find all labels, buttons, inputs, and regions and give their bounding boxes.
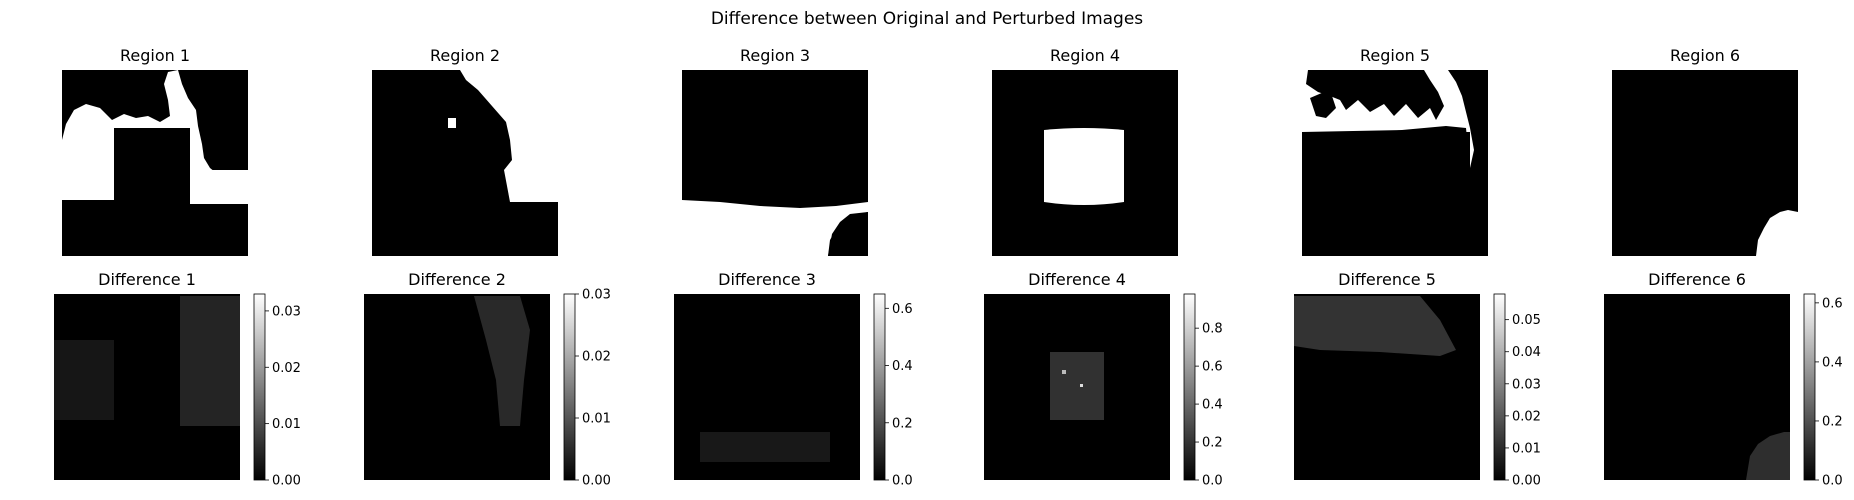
colorbar-1-tick-label: 0.01 bbox=[272, 417, 301, 432]
difference-1-panel: Difference 1 bbox=[54, 270, 240, 480]
region-2-mask-notch bbox=[448, 118, 456, 128]
difference-1-faint-area-2 bbox=[54, 340, 114, 420]
difference-3-faint-area bbox=[700, 432, 830, 462]
region-5-mask-hole bbox=[1310, 92, 1336, 118]
region-1-mask-box bbox=[114, 128, 190, 203]
region-5-title: Region 5 bbox=[1360, 46, 1430, 65]
colorbars: 0.00 0.01 0.02 0.03 0.00 0.01 0.02 0.03 0.0 0.2 0.… bbox=[253, 288, 1843, 489]
colorbar-1-tick-label: 0.02 bbox=[272, 361, 301, 376]
colorbar-2-tick-label: 0.03 bbox=[582, 288, 611, 303]
region-3-panel: Region 3 bbox=[682, 46, 868, 256]
colorbar-6-tick-label: 0.4 bbox=[1822, 355, 1843, 370]
colorbar-5-tick-label: 0.03 bbox=[1512, 377, 1541, 392]
difference-1-faint-area bbox=[180, 296, 240, 426]
colorbar-3 bbox=[873, 293, 886, 481]
region-5-panel: Region 5 bbox=[1302, 46, 1488, 256]
region-3-mask bbox=[682, 200, 868, 256]
difference-4-speck bbox=[1080, 384, 1083, 387]
colorbar-6-tick-label: 0.2 bbox=[1822, 414, 1843, 429]
region-1-title: Region 1 bbox=[120, 46, 190, 65]
colorbar-2-tick-label: 0.00 bbox=[582, 474, 611, 489]
colorbar-5-tick-label: 0.04 bbox=[1512, 345, 1541, 360]
colorbar-6 bbox=[1803, 293, 1816, 481]
region-4-title: Region 4 bbox=[1050, 46, 1120, 65]
colorbar-4-tick-label: 0.2 bbox=[1202, 436, 1223, 451]
colorbar-2 bbox=[563, 293, 576, 481]
colorbar-2-tick-label: 0.01 bbox=[582, 412, 611, 427]
region-1-mask-dark bbox=[62, 70, 118, 118]
region-6-mask bbox=[1756, 210, 1798, 256]
region-3-title: Region 3 bbox=[740, 46, 810, 65]
difference-1-title: Difference 1 bbox=[98, 270, 196, 289]
region-1-panel: Region 1 bbox=[62, 46, 248, 256]
colorbar-5-tick-label: 0.05 bbox=[1512, 313, 1541, 328]
difference-5-title: Difference 5 bbox=[1338, 270, 1436, 289]
colorbar-5-tick-label: 0.01 bbox=[1512, 441, 1541, 456]
figure-title: Difference between Original and Perturbe… bbox=[711, 9, 1143, 29]
difference-4-panel: Difference 4 bbox=[984, 270, 1170, 480]
difference-4-speck bbox=[1062, 370, 1066, 374]
difference-3-title: Difference 3 bbox=[718, 270, 816, 289]
region-5-mask bbox=[1302, 70, 1474, 168]
region-4-panel: Region 4 bbox=[992, 46, 1178, 256]
difference-5-faint-area bbox=[1294, 296, 1456, 356]
region-6-panel: Region 6 bbox=[1612, 46, 1798, 256]
colorbar-1 bbox=[253, 293, 266, 481]
colorbar-5-tick-label: 0.02 bbox=[1512, 409, 1541, 424]
colorbar-3-tick-label: 0.0 bbox=[892, 474, 913, 489]
colorbar-4-tick-label: 0.4 bbox=[1202, 398, 1223, 413]
region-6-title: Region 6 bbox=[1670, 46, 1740, 65]
region-4-mask bbox=[1044, 128, 1124, 205]
colorbar-6-tick-label: 0.6 bbox=[1822, 296, 1843, 311]
colorbar-4 bbox=[1183, 293, 1196, 481]
colorbar-3-tick-label: 0.6 bbox=[892, 302, 913, 317]
colorbar-4-tick-label: 0.8 bbox=[1202, 322, 1223, 337]
difference-5-panel: Difference 5 bbox=[1294, 270, 1480, 480]
colorbar-1-tick-label: 0.00 bbox=[272, 474, 301, 489]
colorbar-2-tick-label: 0.02 bbox=[582, 350, 611, 365]
colorbar-4-tick-label: 0.6 bbox=[1202, 360, 1223, 375]
region-2-panel: Region 2 bbox=[372, 46, 558, 256]
difference-6-title: Difference 6 bbox=[1648, 270, 1746, 289]
difference-6-panel: Difference 6 bbox=[1604, 270, 1790, 480]
difference-4-title: Difference 4 bbox=[1028, 270, 1126, 289]
difference-6-faint-area bbox=[1746, 432, 1790, 480]
colorbar-3-tick-label: 0.4 bbox=[892, 359, 913, 374]
colorbar-5 bbox=[1493, 293, 1506, 481]
region-3-mask-corner bbox=[828, 212, 868, 256]
region-2-title: Region 2 bbox=[430, 46, 500, 65]
region-2-mask bbox=[372, 70, 558, 256]
colorbar-4-tick-label: 0.0 bbox=[1202, 474, 1223, 489]
colorbar-5-tick-label: 0.00 bbox=[1512, 474, 1541, 489]
difference-4-faint-area bbox=[1050, 352, 1104, 420]
difference-2-faint-area bbox=[474, 296, 530, 426]
difference-3-panel: Difference 3 bbox=[674, 270, 860, 480]
colorbar-1-tick-label: 0.03 bbox=[272, 304, 301, 319]
colorbar-3-tick-label: 0.2 bbox=[892, 416, 913, 431]
region-1-mask-strip bbox=[190, 170, 248, 204]
region-1-mask-base bbox=[62, 200, 248, 256]
region-5-mask-box bbox=[1302, 132, 1470, 256]
difference-2-title: Difference 2 bbox=[408, 270, 506, 289]
colorbar-6-tick-label: 0.0 bbox=[1822, 474, 1843, 489]
difference-2-panel: Difference 2 bbox=[364, 270, 550, 480]
